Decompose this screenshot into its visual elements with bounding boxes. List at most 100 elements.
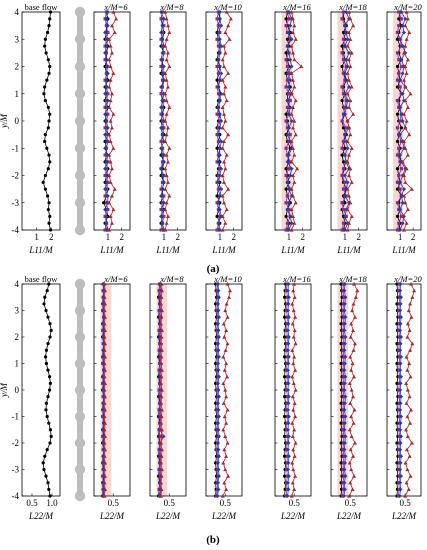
data-point-b xyxy=(351,454,356,458)
data-point-b xyxy=(405,335,410,339)
data-point-b xyxy=(103,354,108,359)
data-point-a xyxy=(403,23,408,28)
caption-a: (a) xyxy=(207,263,220,275)
data-point-a xyxy=(48,17,52,21)
panel-title-a: base flow xyxy=(25,2,59,12)
data-point-b xyxy=(283,395,287,399)
data-point-b xyxy=(216,447,221,452)
data-point-a xyxy=(293,37,298,41)
xlabel-a: L11/M xyxy=(211,245,236,255)
data-point-a xyxy=(397,10,401,14)
data-point-a xyxy=(105,125,110,130)
panel-title-b: x/M=8 xyxy=(159,274,184,284)
data-point-a xyxy=(164,16,169,21)
data-point-b xyxy=(103,407,108,412)
data-point-a xyxy=(217,98,222,103)
data-point-a xyxy=(103,228,107,232)
data-point-a xyxy=(163,187,168,191)
data-point-a xyxy=(47,71,51,75)
data-point-a xyxy=(108,98,113,103)
data-point-a xyxy=(161,16,166,21)
data-point-b xyxy=(398,288,403,293)
data-point-b xyxy=(410,295,415,299)
data-point-a xyxy=(219,166,224,171)
data-point-a xyxy=(217,50,222,55)
data-point-a xyxy=(47,119,51,123)
data-point-b xyxy=(343,315,348,320)
data-point-a xyxy=(106,112,110,116)
data-point-b xyxy=(343,354,348,359)
data-point-b xyxy=(398,401,403,406)
data-point-a xyxy=(402,193,406,198)
data-point-b xyxy=(407,328,412,332)
data-point-b xyxy=(403,494,408,498)
data-point-b xyxy=(216,295,221,300)
data-point-b xyxy=(342,288,347,293)
data-point-b xyxy=(352,474,357,478)
data-point-a xyxy=(403,84,408,89)
data-point-b xyxy=(398,388,403,392)
data-point-a xyxy=(47,221,51,225)
data-point-a xyxy=(291,214,295,218)
data-point-b xyxy=(160,308,164,313)
data-point-a xyxy=(164,112,169,116)
data-point-b xyxy=(405,368,410,372)
xtick-label-a: 1 xyxy=(287,232,292,242)
data-point-b xyxy=(216,441,220,445)
xlabel-b: L22/M xyxy=(211,511,237,521)
data-point-b xyxy=(160,328,164,332)
data-point-a xyxy=(293,132,298,137)
data-point-a xyxy=(342,44,347,49)
data-point-b xyxy=(407,454,412,458)
data-point-b xyxy=(223,348,228,352)
data-point-a xyxy=(395,167,400,171)
data-point-a xyxy=(289,159,294,164)
data-point-b xyxy=(225,315,230,319)
data-point-a xyxy=(285,105,290,109)
data-point-b xyxy=(221,354,226,359)
data-point-a xyxy=(403,44,408,48)
ylabel-a: y/M xyxy=(0,114,9,129)
data-point-a xyxy=(403,146,408,150)
data-point-a xyxy=(159,64,163,69)
data-point-b xyxy=(398,441,403,445)
data-point-b xyxy=(352,374,357,379)
data-point-a xyxy=(345,71,350,75)
data-point-a xyxy=(292,153,297,157)
data-point-b xyxy=(343,434,348,439)
data-point-a xyxy=(345,98,350,103)
data-point-a xyxy=(160,37,165,42)
data-point-b xyxy=(399,454,404,459)
data-point-b xyxy=(44,355,48,359)
data-point-a xyxy=(222,200,226,205)
data-point-a xyxy=(164,57,169,62)
xlabel-a: L11/M xyxy=(99,245,124,255)
data-point-a xyxy=(164,173,169,178)
data-point-a xyxy=(107,200,112,205)
data-point-a xyxy=(291,30,295,35)
data-point-b xyxy=(159,315,164,319)
data-point-a xyxy=(285,71,290,76)
data-point-a xyxy=(166,159,170,164)
cylinder-bead-a xyxy=(74,61,86,72)
data-point-b xyxy=(404,401,409,405)
data-point-b xyxy=(47,487,51,491)
data-point-a xyxy=(284,228,288,232)
data-point-a xyxy=(341,221,346,225)
data-point-b xyxy=(103,328,108,332)
data-point-b xyxy=(44,474,48,478)
data-point-a xyxy=(219,91,224,96)
data-point-b xyxy=(399,295,404,300)
data-point-b xyxy=(286,341,291,346)
data-point-b xyxy=(290,434,295,438)
data-point-b xyxy=(290,460,295,465)
panel-frame-b xyxy=(93,283,131,497)
data-point-a xyxy=(285,159,290,164)
cylinder-bead-b xyxy=(74,411,86,422)
data-point-a xyxy=(228,16,233,21)
data-point-b xyxy=(223,434,228,438)
ytick-a: -3 xyxy=(12,198,20,208)
data-point-a xyxy=(43,133,47,137)
data-point-b xyxy=(226,474,231,478)
data-point-a xyxy=(219,71,224,76)
